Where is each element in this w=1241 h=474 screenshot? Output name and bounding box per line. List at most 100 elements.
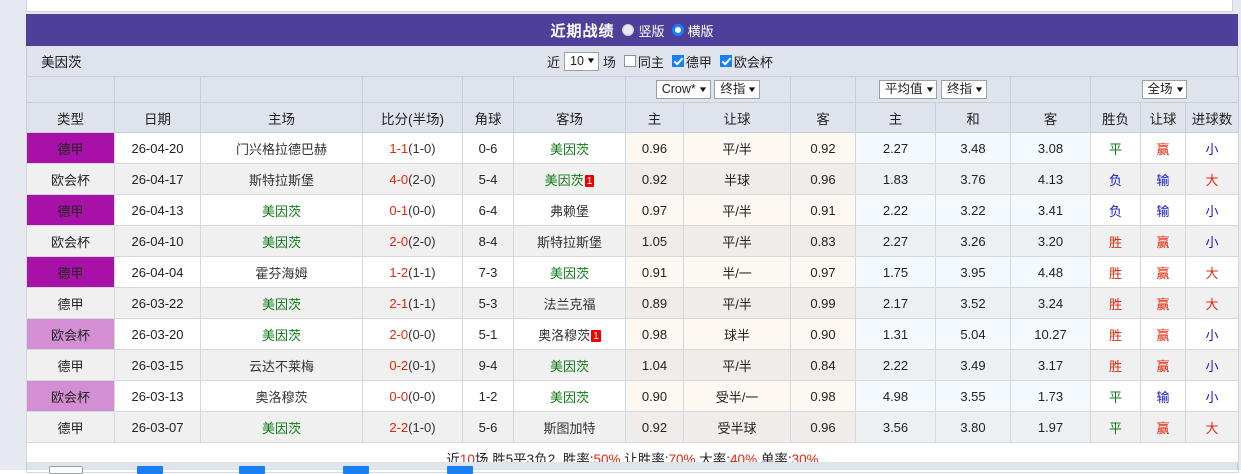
cell-score: 1-2(1-1) <box>362 256 463 288</box>
cell-away-team: 弗赖堡 <box>513 194 626 226</box>
cell-result-winloss: 胜 <box>1090 256 1141 288</box>
cell-league-type: 德甲 <box>26 411 115 443</box>
cell-odds-home: 2.22 <box>855 349 936 381</box>
cell-away-team: 奥洛穆茨 1 <box>513 318 626 350</box>
cell-odds-draw: 3.55 <box>935 380 1011 412</box>
col-header-result-hcp[interactable]: 让球 <box>1140 102 1186 133</box>
company-select-cell: Crow* ▼ 终指 ▼ <box>625 76 791 103</box>
value-type-select[interactable]: 平均值 ▼ <box>879 80 938 99</box>
table-row[interactable]: 德甲 26-04-13 美因茨 0-1(0-0) 6-4 弗赖堡 0.97 平/半 0.91 2.… <box>26 194 1240 226</box>
handicap-phase-select[interactable]: 终指 ▼ <box>714 80 761 99</box>
cell-result-goals: 小 <box>1184 225 1240 257</box>
table-row[interactable]: 德甲 26-03-15 云达不莱梅 0-2(0-1) 9-4 美因茨 1.04 平/半 0.84… <box>26 349 1240 381</box>
table-row[interactable]: 德甲 26-03-22 美因茨 2-1(1-1) 5-3 法兰克福 0.89 平/半 0.99 2… <box>26 287 1240 319</box>
odds-select-cell: 平均值 ▼ 终指 ▼ <box>855 76 1011 103</box>
cell-result-handicap: 赢 <box>1140 132 1186 164</box>
cell-corners: 1-2 <box>462 380 514 412</box>
table-row[interactable]: 欧会杯 26-04-10 美因茨 2-0(2-0) 8-4 斯特拉斯堡 1.05 平/半 0.8… <box>26 225 1240 257</box>
col-header-type[interactable]: 类型 <box>26 102 115 133</box>
cell-handicap-home-odds: 0.92 <box>625 163 684 195</box>
cell-result-winloss: 平 <box>1090 411 1141 443</box>
col-header-odds-away[interactable]: 客 <box>1010 102 1091 133</box>
league-conference-checkbox-box[interactable] <box>719 55 732 67</box>
cell-result-goals: 大 <box>1184 256 1240 288</box>
cell-odds-home: 2.17 <box>855 287 936 319</box>
clipped-checkbox-1[interactable] <box>137 466 163 474</box>
cell-result-handicap: 赢 <box>1140 287 1186 319</box>
col-header-hcp-home[interactable]: 主 <box>625 102 684 133</box>
cell-score: 2-0(2-0) <box>362 225 463 257</box>
page-title: 近期战绩 <box>550 22 615 40</box>
col-header-result-wl[interactable]: 胜负 <box>1090 102 1141 133</box>
cell-odds-draw: 3.26 <box>935 225 1011 257</box>
chevron-down-icon: ▼ <box>585 56 597 65</box>
cell-away-team: 美因茨 <box>513 256 626 288</box>
cell-score: 0-1(0-0) <box>362 194 463 226</box>
cell-handicap-home-odds: 0.90 <box>625 380 684 412</box>
selector-spacer-type <box>26 76 115 103</box>
clipped-checkbox-3[interactable] <box>343 466 369 474</box>
filter-bar: 美因茨 近 10 ▼ 场 同主 德甲 欧会杯 <box>26 46 1238 76</box>
col-header-away[interactable]: 客场 <box>513 102 626 133</box>
cell-score: 4-0(2-0) <box>362 163 463 195</box>
scope-select[interactable]: 全场 ▼ <box>1141 80 1188 99</box>
col-header-result-goals[interactable]: 进球数 <box>1184 102 1240 133</box>
clipped-checkbox-2[interactable] <box>239 466 265 474</box>
recent-matches-table: Crow* ▼ 终指 ▼ 平均值 ▼ 终指 ▼ <box>25 76 1240 473</box>
cell-result-goals: 大 <box>1184 287 1240 319</box>
col-header-hcp-line[interactable]: 让球 <box>683 102 791 133</box>
table-row[interactable]: 德甲 26-03-07 美因茨 2-2(1-0) 5-6 斯图加特 0.92 受半球 0.96 3… <box>26 411 1240 443</box>
cell-odds-away: 10.27 <box>1010 318 1091 350</box>
cell-odds-away: 3.24 <box>1010 287 1091 319</box>
cell-odds-away: 1.73 <box>1010 380 1091 412</box>
cell-home-team: 美因茨 <box>200 411 363 443</box>
col-header-odds-draw[interactable]: 和 <box>935 102 1011 133</box>
clipped-checkbox-4[interactable] <box>447 466 473 474</box>
same-home-checkbox-box[interactable] <box>623 55 636 67</box>
radio-vertical-label: 竖版 <box>638 23 665 39</box>
col-header-hcp-away[interactable]: 客 <box>790 102 856 133</box>
col-header-odds-home[interactable]: 主 <box>855 102 936 133</box>
clipped-select[interactable] <box>49 466 83 474</box>
cell-home-team: 云达不莱梅 <box>200 349 363 381</box>
table-row[interactable]: 欧会杯 26-03-20 美因茨 2-0(0-0) 5-1 奥洛穆茨 1 0.98 球半 0.90… <box>26 318 1240 350</box>
radio-horizontal-view[interactable]: 横版 <box>671 21 714 40</box>
table-row[interactable]: 欧会杯 26-04-17 斯特拉斯堡 4-0(2-0) 5-4 美因茨 1 0.92 半球 0.9… <box>26 163 1240 195</box>
league-filter-conference[interactable]: 欧会杯 <box>719 52 773 71</box>
col-header-home[interactable]: 主场 <box>200 102 363 133</box>
cell-result-handicap: 输 <box>1140 380 1186 412</box>
col-header-date[interactable]: 日期 <box>114 102 201 133</box>
cell-score: 2-2(1-0) <box>362 411 463 443</box>
same-home-checkbox[interactable]: 同主 <box>623 52 664 71</box>
table-row[interactable]: 德甲 26-04-04 霍芬海姆 1-2(1-1) 7-3 美因茨 0.91 半/一 0.97 1… <box>26 256 1240 288</box>
match-count-select[interactable]: 10 ▼ <box>564 51 599 71</box>
company-select[interactable]: Crow* ▼ <box>655 80 711 99</box>
radio-vertical-icon[interactable] <box>622 24 635 36</box>
cell-handicap-home-odds: 0.91 <box>625 256 684 288</box>
cell-handicap-line: 平/半 <box>683 349 791 381</box>
cell-home-team: 门兴格拉德巴赫 <box>200 132 363 164</box>
col-header-corner[interactable]: 角球 <box>462 102 514 133</box>
matches-body: 德甲 26-04-20 门兴格拉德巴赫 1-1(1-0) 0-6 美因茨 0.96 平/半 0.… <box>26 132 1240 443</box>
table-row[interactable]: 德甲 26-04-20 门兴格拉德巴赫 1-1(1-0) 0-6 美因茨 0.96 平/半 0.… <box>26 132 1240 164</box>
cell-result-winloss: 负 <box>1090 163 1141 195</box>
radio-horizontal-icon[interactable] <box>671 24 684 36</box>
cell-corners: 5-4 <box>462 163 514 195</box>
cell-odds-home: 1.75 <box>855 256 936 288</box>
table-row[interactable]: 欧会杯 26-03-13 奥洛穆茨 0-0(0-0) 1-2 美因茨 0.90 受半/一 0.9… <box>26 380 1240 412</box>
cell-away-team: 美因茨 <box>513 132 626 164</box>
col-header-score[interactable]: 比分(半场) <box>362 102 463 133</box>
cell-handicap-line: 平/半 <box>683 194 791 226</box>
cell-corners: 7-3 <box>462 256 514 288</box>
cell-result-winloss: 胜 <box>1090 287 1141 319</box>
cell-away-team: 美因茨 <box>513 349 626 381</box>
league-bundesliga-checkbox-box[interactable] <box>671 55 684 67</box>
cell-league-type: 德甲 <box>26 132 115 164</box>
odds-phase-select[interactable]: 终指 ▼ <box>941 80 987 99</box>
cell-handicap-line: 平/半 <box>683 287 791 319</box>
cell-league-type: 德甲 <box>26 349 115 381</box>
league-filter-bundesliga[interactable]: 德甲 <box>671 52 712 71</box>
cell-result-winloss: 胜 <box>1090 318 1141 350</box>
radio-vertical-view[interactable]: 竖版 <box>622 21 665 40</box>
